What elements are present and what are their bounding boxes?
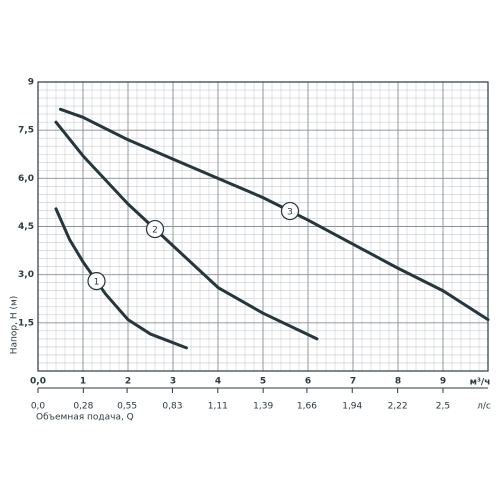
- x-tick-label: 0,0: [30, 377, 46, 387]
- x-tick-label: 2: [125, 377, 131, 387]
- curve-label-circle: [145, 219, 165, 239]
- x-tick-label: 1: [80, 377, 86, 387]
- curve-label-circle: [280, 201, 300, 221]
- x2-tick-label: 0,28: [73, 402, 93, 412]
- x-unit: м³/ч: [470, 378, 491, 388]
- x2-tick-label: 1,66: [297, 402, 317, 412]
- curve: [59, 107, 490, 322]
- x2-tick-label: 1,39: [253, 402, 273, 412]
- y-tick-label: 4,5: [18, 222, 34, 232]
- x2-tick-label: 2,5: [436, 402, 450, 412]
- x2-tick-label: 1,94: [342, 402, 362, 412]
- y-tick-label: 7,5: [18, 126, 34, 136]
- x2-tick-label: 2,22: [388, 402, 408, 412]
- curve-label: 2: [152, 226, 158, 236]
- x2-tick-label: 0,55: [117, 402, 137, 412]
- x2-tick-label: 0,0: [31, 402, 46, 412]
- y-tick-label: 3,0: [18, 270, 34, 280]
- y-axis-label: Напор, H (м): [10, 296, 20, 355]
- x-tick-label: 8: [395, 377, 401, 387]
- x-tick-label: 4: [215, 377, 221, 387]
- x2-tick-label: 1,11: [208, 402, 228, 412]
- x-axis-label: Объемная подача, Q: [36, 413, 134, 423]
- y-tick-label: 9: [28, 78, 34, 88]
- curve-label-circle: [87, 271, 106, 291]
- curve-label: 1: [94, 278, 100, 288]
- curve-label: 3: [287, 208, 293, 218]
- y-tick-label: 6,0: [18, 174, 34, 184]
- x-tick-label: 9: [440, 377, 446, 387]
- curve: [54, 207, 188, 350]
- curve: [54, 120, 319, 341]
- x-tick-label: 6: [305, 377, 311, 387]
- y-tick-label: 1,5: [18, 318, 34, 328]
- x-tick-label: 3: [170, 377, 176, 387]
- plot-border: [37, 81, 489, 372]
- x2-tick-label: 0,83: [162, 402, 182, 412]
- x-tick-label: 7: [350, 377, 356, 387]
- x2-unit: л/с: [477, 402, 491, 412]
- x-tick-label: 5: [260, 377, 266, 387]
